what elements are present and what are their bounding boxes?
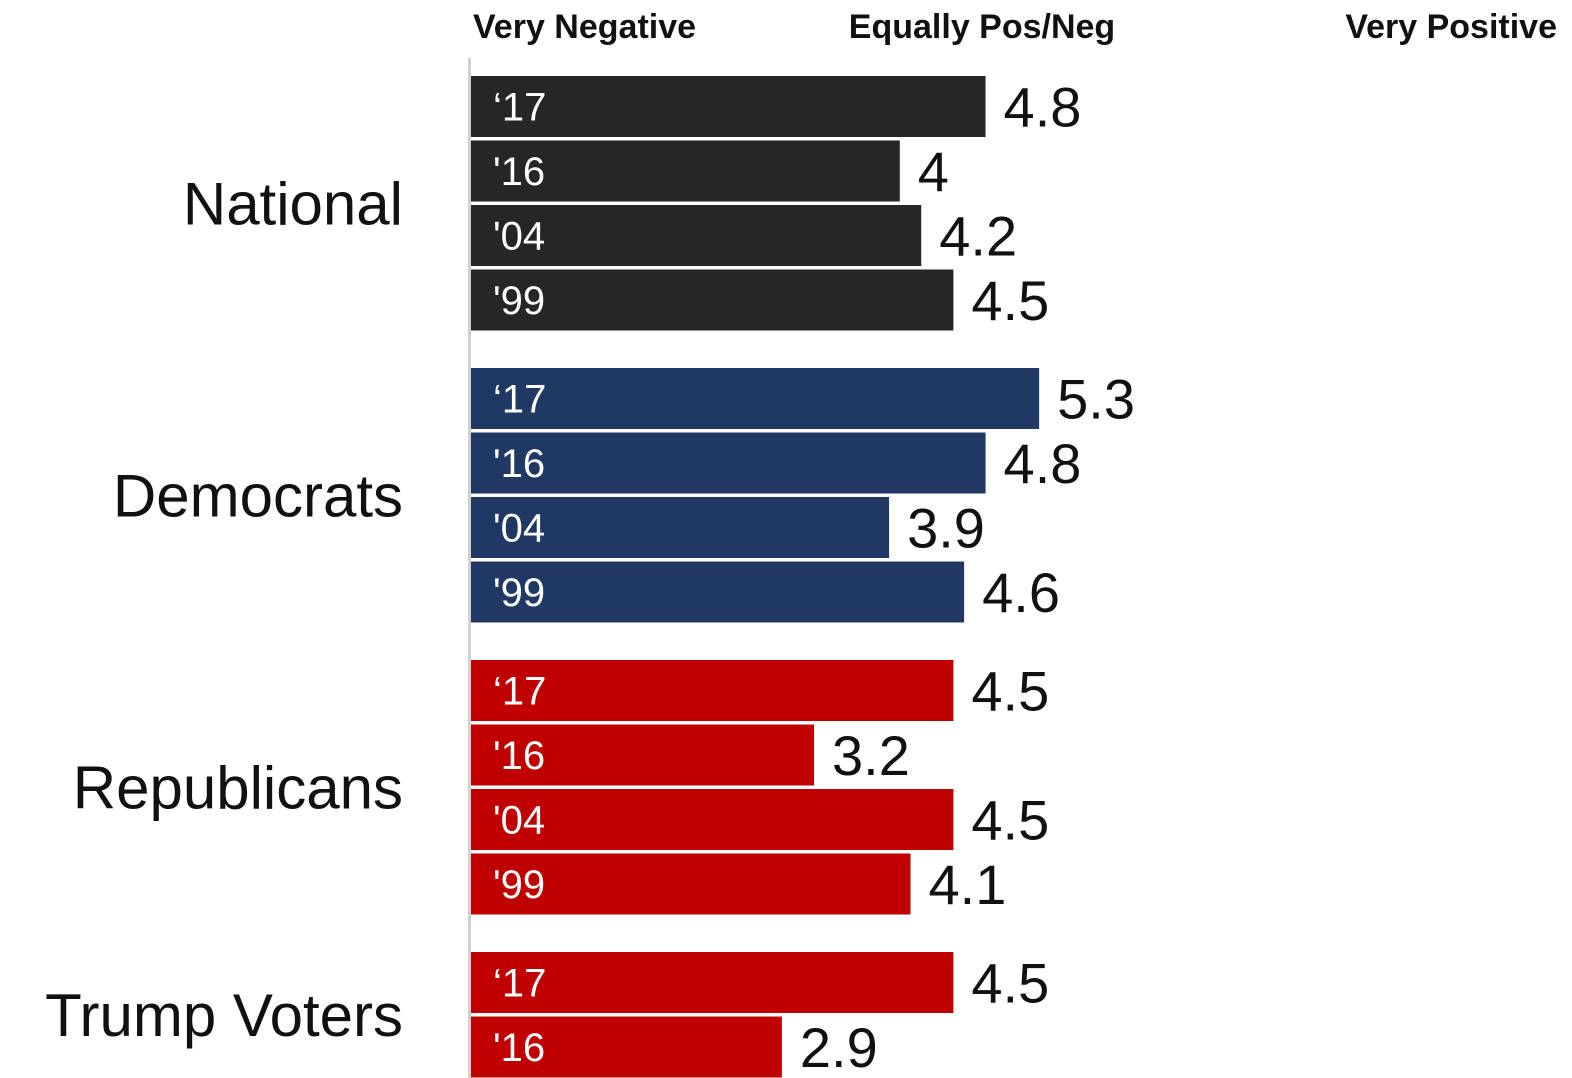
scale-label-equally-pos-neg: Equally Pos/Neg [849, 8, 1115, 46]
bar-democrats-17 [471, 368, 1040, 429]
year-label-national-04: '04 [493, 215, 545, 259]
bar-republicans-16 [471, 724, 815, 786]
year-label-democrats-04: '04 [493, 507, 545, 551]
scale-label-very-positive: Very Positive [1345, 8, 1557, 46]
year-label-national-16: '16 [493, 150, 545, 194]
bar-republicans-17 [471, 660, 954, 721]
group-label-republicans: Republicans [73, 754, 403, 821]
value-label-republicans-17: 4.5 [971, 660, 1049, 723]
group-label-national: National [183, 170, 403, 237]
value-label-democrats-99: 4.6 [982, 561, 1060, 624]
year-label-republicans-16: '16 [493, 734, 545, 778]
value-label-republicans-04: 4.5 [971, 789, 1049, 852]
bar-national-04 [471, 205, 922, 266]
value-label-democrats-04: 3.9 [907, 497, 985, 560]
year-label-national-99: '99 [493, 279, 545, 323]
year-label-national-17: ‘17 [493, 86, 546, 130]
value-label-democrats-16: 4.8 [1004, 432, 1082, 495]
year-label-trump-voters-17: ‘17 [493, 962, 546, 1006]
value-label-national-04: 4.2 [939, 205, 1017, 268]
group-label-trump-voters: Trump Voters [45, 982, 403, 1049]
year-label-democrats-17: ‘17 [493, 378, 546, 422]
group-democrats: Democrats ‘17 5.3 '16 4.8 '04 3.9 '99 4.6 [113, 368, 1135, 625]
year-label-republicans-04: '04 [493, 799, 545, 843]
value-label-trump-voters-17: 4.5 [971, 952, 1049, 1015]
year-label-republicans-99: '99 [493, 863, 545, 907]
value-label-national-16: 4 [918, 140, 949, 203]
year-label-democrats-99: '99 [493, 571, 545, 615]
bar-national-17 [471, 76, 986, 137]
year-label-republicans-17: ‘17 [493, 670, 546, 714]
bar-democrats-04 [471, 497, 890, 558]
year-label-trump-voters-16: '16 [493, 1026, 545, 1070]
bar-national-99 [471, 269, 954, 331]
group-national: National ‘17 4.8 '16 4 '04 4.2 '99 4.5 [183, 76, 1082, 333]
bar-republicans-99 [471, 853, 911, 915]
bar-democrats-16 [471, 432, 986, 494]
bar-democrats-99 [471, 561, 965, 623]
bar-republicans-04 [471, 789, 954, 850]
value-label-democrats-17: 5.3 [1057, 368, 1135, 431]
year-label-democrats-16: '16 [493, 442, 545, 486]
value-label-national-99: 4.5 [971, 269, 1049, 332]
scale-labels: Very Negative Equally Pos/Neg Very Posit… [473, 8, 1557, 46]
group-trump-voters: Trump Voters ‘17 4.5 '16 2.9 [45, 952, 1049, 1078]
bar-trump-voters-17 [471, 952, 954, 1013]
value-label-trump-voters-16: 2.9 [800, 1016, 878, 1078]
bar-national-16 [471, 140, 900, 202]
bar-trump-voters-16 [471, 1016, 782, 1078]
value-label-national-17: 4.8 [1004, 76, 1082, 139]
scale-label-very-negative: Very Negative [473, 8, 696, 46]
bar-groups: National ‘17 4.8 '16 4 '04 4.2 '99 4.5 Democrats ‘… [45, 76, 1135, 1078]
value-label-republicans-16: 3.2 [832, 724, 910, 787]
group-label-democrats: Democrats [113, 462, 403, 529]
group-republicans: Republicans ‘17 4.5 '16 3.2 '04 4.5 '99 4.1 [73, 660, 1049, 917]
value-label-republicans-99: 4.1 [929, 853, 1007, 916]
